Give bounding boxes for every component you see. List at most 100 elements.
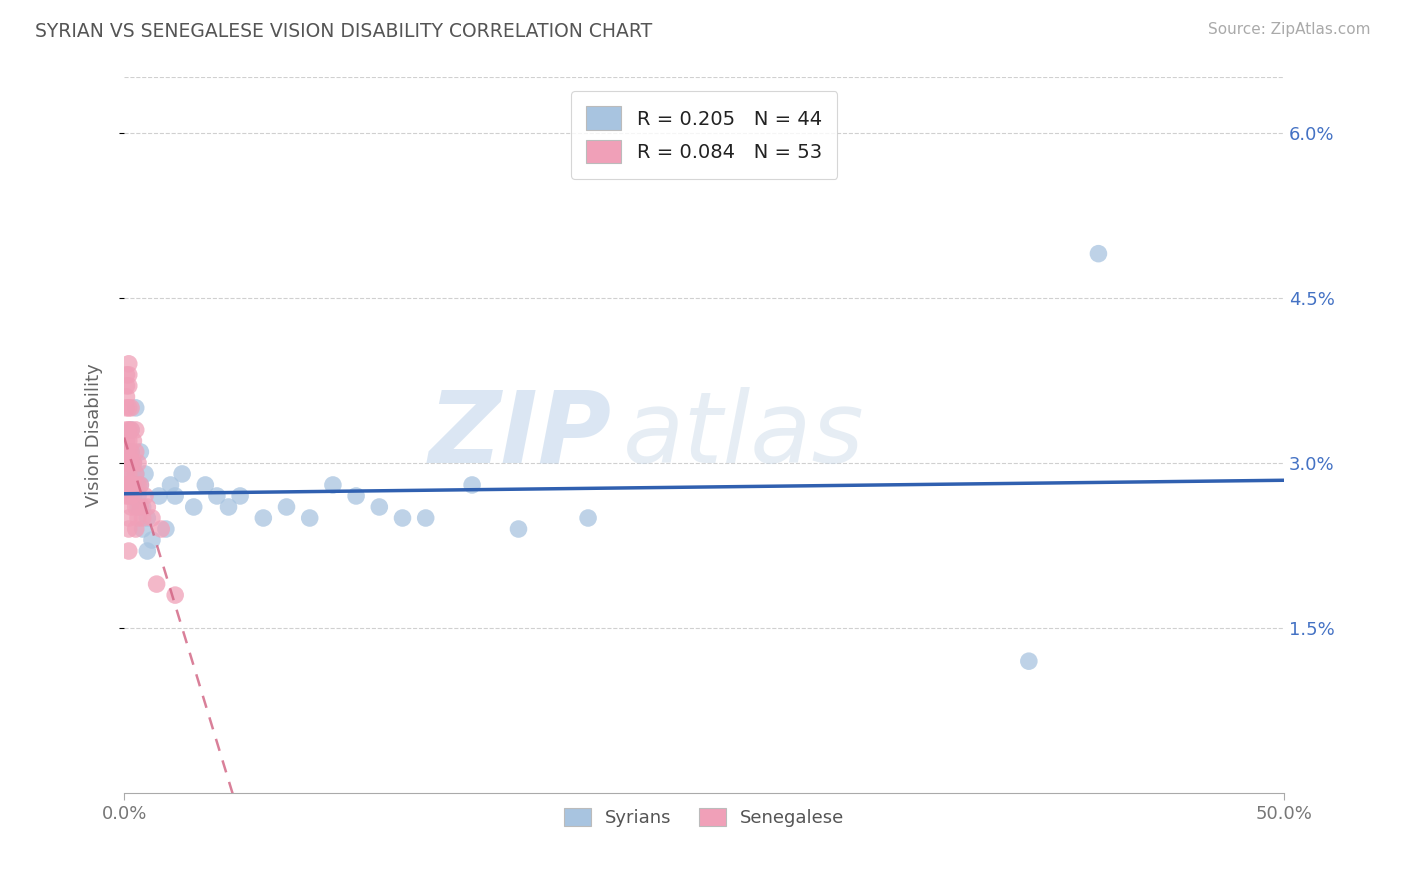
Point (122, 434, 145, 448)
Point (368, 500, 391, 514)
Point (150, 522, 173, 536)
Point (118, 544, 141, 558)
Point (125, 467, 148, 481)
Point (125, 423, 148, 437)
Point (120, 445, 142, 459)
Point (122, 478, 145, 492)
Point (120, 401, 142, 415)
Point (115, 467, 138, 481)
Text: SYRIAN VS SENEGALESE VISION DISABILITY CORRELATION CHART: SYRIAN VS SENEGALESE VISION DISABILITY C… (35, 22, 652, 41)
Point (125, 522, 148, 536)
Point (125, 500, 148, 514)
Point (115, 390, 138, 404)
Point (127, 456, 149, 470)
Point (229, 489, 252, 503)
Point (129, 500, 152, 514)
Point (118, 522, 141, 536)
Point (120, 423, 142, 437)
Point (118, 401, 141, 415)
Point (136, 511, 159, 525)
Point (127, 500, 149, 514)
Point (576, 511, 599, 525)
Point (276, 500, 298, 514)
Point (120, 445, 142, 459)
Point (129, 445, 152, 459)
Point (127, 478, 149, 492)
Point (118, 445, 141, 459)
Point (1018, 654, 1040, 668)
Point (165, 489, 187, 503)
Point (115, 379, 138, 393)
Point (118, 467, 141, 481)
Point (131, 500, 153, 514)
Point (148, 489, 170, 503)
Text: Source: ZipAtlas.com: Source: ZipAtlas.com (1208, 22, 1371, 37)
Point (118, 456, 141, 470)
Point (120, 500, 142, 514)
Point (165, 588, 187, 602)
Point (136, 500, 159, 514)
Point (122, 489, 145, 503)
Point (127, 511, 149, 525)
Point (125, 401, 148, 415)
Point (134, 489, 156, 503)
Point (118, 379, 141, 393)
Point (118, 478, 141, 492)
Point (115, 401, 138, 415)
Point (141, 511, 163, 525)
Point (115, 423, 138, 437)
Point (115, 445, 138, 459)
Point (118, 423, 141, 437)
Point (145, 577, 167, 591)
Point (172, 467, 194, 481)
Y-axis label: Vision Disability: Vision Disability (86, 364, 103, 508)
Point (120, 456, 142, 470)
Legend: Syrians, Senegalese: Syrians, Senegalese (557, 801, 852, 834)
Point (118, 434, 141, 448)
Point (129, 478, 152, 492)
Point (1087, 246, 1109, 260)
Point (322, 478, 344, 492)
Point (118, 478, 141, 492)
Text: ZIP: ZIP (429, 387, 612, 483)
Point (125, 467, 148, 481)
Point (391, 511, 413, 525)
Point (122, 478, 145, 492)
Point (120, 489, 142, 503)
Point (131, 511, 153, 525)
Point (344, 489, 367, 503)
Point (115, 368, 138, 382)
Point (155, 522, 177, 536)
Point (136, 544, 159, 558)
Point (118, 368, 141, 382)
Point (120, 456, 142, 470)
Point (118, 511, 141, 525)
Point (122, 456, 145, 470)
Point (120, 478, 142, 492)
Point (141, 533, 163, 547)
Point (125, 445, 148, 459)
Point (115, 456, 138, 470)
Point (415, 511, 437, 525)
Point (120, 423, 142, 437)
Point (134, 467, 156, 481)
Point (115, 489, 138, 503)
Point (205, 489, 228, 503)
Point (252, 511, 274, 525)
Point (118, 489, 141, 503)
Point (129, 478, 152, 492)
Point (125, 478, 148, 492)
Point (127, 489, 149, 503)
Point (218, 500, 240, 514)
Point (194, 478, 217, 492)
Point (298, 511, 321, 525)
Point (159, 478, 181, 492)
Point (115, 434, 138, 448)
Point (461, 478, 484, 492)
Point (122, 456, 145, 470)
Text: atlas: atlas (623, 387, 865, 483)
Point (508, 522, 530, 536)
Point (183, 500, 205, 514)
Point (131, 522, 153, 536)
Point (120, 478, 142, 492)
